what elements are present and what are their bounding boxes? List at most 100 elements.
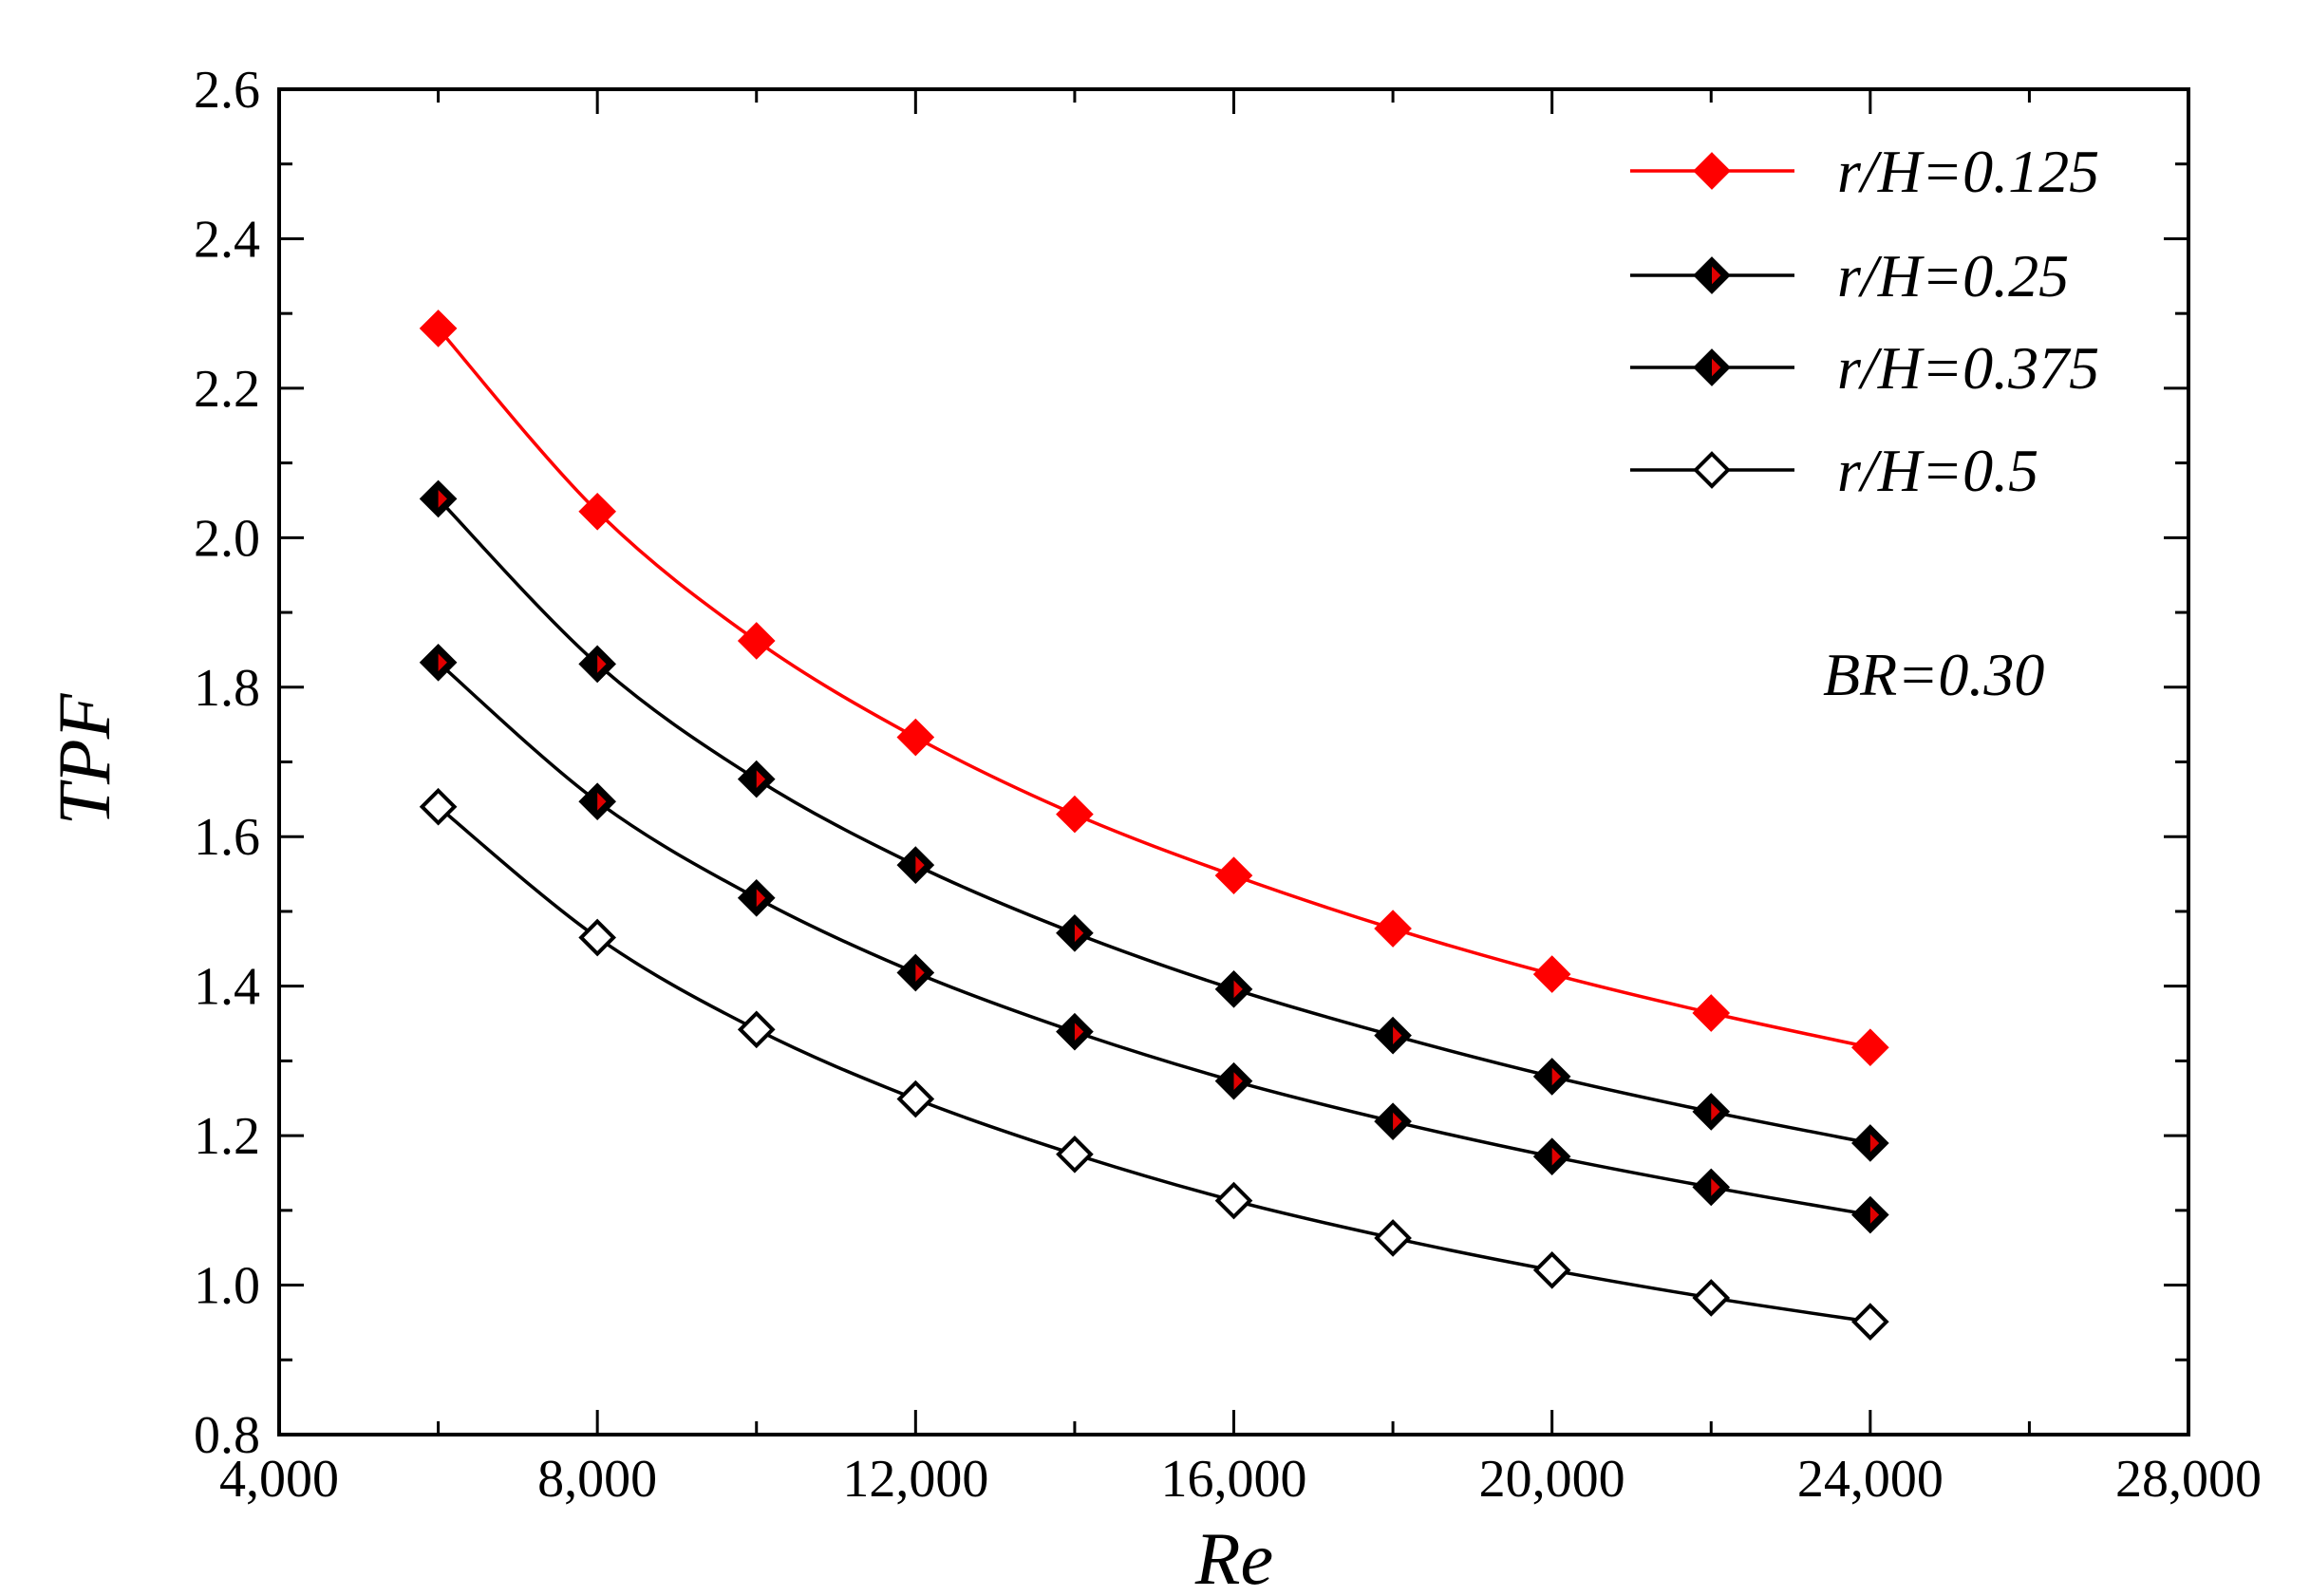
marker-shape [578, 492, 616, 531]
marker-red-half [438, 490, 447, 508]
x-tick-label: 20,000 [1479, 1450, 1625, 1509]
marker-red-half [1712, 266, 1721, 285]
data-point-series-2 [896, 846, 935, 884]
marker-red-half [1711, 1102, 1720, 1121]
series-lines [437, 327, 1871, 1324]
marker-red-half [1551, 1147, 1562, 1166]
marker-shape [737, 622, 776, 660]
marker-shape [1056, 1135, 1094, 1174]
marker-shape [419, 310, 458, 347]
x-tick-label: 24,000 [1797, 1450, 1944, 1509]
data-point-series-1 [1214, 856, 1253, 894]
marker-red-half [915, 964, 925, 982]
data-point-series-4 [737, 1010, 776, 1049]
data-point-series-1 [1692, 994, 1731, 1032]
y-axis-title: TPF [43, 692, 125, 825]
data-point-series-4 [1532, 1250, 1571, 1289]
data-point-series-4 [578, 918, 616, 957]
marker-shape [1851, 1028, 1889, 1067]
x-axis-title: Re [1194, 1517, 1273, 1596]
data-point-series-1 [419, 310, 458, 347]
data-point-series-3 [1851, 1195, 1889, 1234]
x-tick-label: 16,000 [1161, 1450, 1307, 1509]
marker-red-half [915, 855, 925, 874]
y-tick-label: 0.8 [194, 1406, 260, 1465]
marker-red-half [1233, 1072, 1243, 1090]
br-annotation: BR=0.30 [1823, 641, 2044, 708]
marker-red-half [1869, 1134, 1880, 1153]
marker-shape [1692, 994, 1731, 1032]
legend-marker-3 [1693, 348, 1731, 386]
y-tick-label: 2.4 [194, 210, 260, 269]
marker-shape [1693, 451, 1731, 489]
marker-shape [1374, 1219, 1412, 1257]
x-tick-label: 28,000 [2115, 1450, 2262, 1509]
marker-shape [1851, 1303, 1889, 1341]
data-point-series-2 [1851, 1124, 1889, 1162]
legend-label-2: r/H=0.25 [1837, 242, 2069, 310]
marker-shape [1532, 955, 1571, 993]
marker-red-half [1712, 358, 1721, 377]
series-line-2 [437, 498, 1871, 1145]
data-point-series-4 [1851, 1303, 1889, 1341]
data-point-series-1 [578, 492, 616, 531]
data-point-series-3 [1374, 1102, 1412, 1140]
marker-red-half [756, 770, 766, 788]
legend-label-3: r/H=0.375 [1837, 334, 2099, 402]
marker-shape [1214, 1181, 1253, 1220]
marker-shape [419, 787, 458, 826]
data-point-series-1 [896, 718, 935, 757]
data-point-series-2 [1532, 1058, 1571, 1096]
legend-label-1: r/H=0.125 [1837, 138, 2099, 205]
data-point-series-1 [737, 622, 776, 660]
x-tick-label: 4,000 [219, 1450, 339, 1509]
data-point-series-1 [1851, 1028, 1889, 1067]
legend: r/H=0.125 r/H=0.25 r/H=0.375 r/H=0.5 [1630, 138, 2099, 504]
y-tick-label: 2.6 [194, 61, 260, 120]
data-point-series-1 [1374, 910, 1412, 948]
data-point-series-4 [1056, 1135, 1094, 1174]
marker-shape [1693, 152, 1731, 190]
data-point-series-2 [1692, 1093, 1731, 1131]
series-line-4 [437, 805, 1871, 1324]
data-point-series-2 [1056, 913, 1094, 952]
data-point-series-3 [737, 878, 776, 917]
marker-shape [1532, 1250, 1571, 1289]
legend-marker-1 [1693, 152, 1731, 190]
marker-red-half [597, 792, 607, 811]
data-point-series-4 [1374, 1219, 1412, 1257]
marker-shape [737, 1010, 776, 1049]
data-point-series-2 [1214, 969, 1253, 1008]
x-tick-label: 8,000 [537, 1450, 657, 1509]
data-point-series-3 [896, 953, 935, 992]
y-tick-label: 2.0 [194, 509, 260, 568]
series-line-1 [437, 327, 1871, 1049]
y-tick-label: 1.2 [194, 1107, 260, 1166]
data-point-series-4 [896, 1080, 935, 1118]
marker-red-half [438, 653, 447, 672]
marker-red-half [1869, 1206, 1880, 1224]
data-point-series-2 [737, 760, 776, 798]
data-point-series-4 [1692, 1279, 1731, 1317]
marker-shape [1374, 910, 1412, 948]
data-point-series-2 [1374, 1016, 1412, 1055]
y-tick-label: 1.8 [194, 659, 260, 718]
data-point-series-4 [419, 787, 458, 826]
marker-red-half [756, 889, 766, 908]
marker-shape [1214, 856, 1253, 894]
marker-red-half [1551, 1067, 1562, 1086]
tick-labels: 4,000 8,000 12,000 16,000 20,000 24,000 28,000… [194, 61, 2262, 1509]
data-point-series-1 [1532, 955, 1571, 993]
marker-red-half [1074, 1023, 1084, 1042]
y-tick-label: 1.0 [194, 1257, 260, 1316]
marker-shape [1056, 795, 1094, 834]
marker-red-half [1233, 980, 1243, 999]
y-tick-label: 1.4 [194, 958, 260, 1017]
data-point-series-1 [1056, 795, 1094, 834]
data-point-series-2 [578, 645, 616, 684]
marker-red-half [1393, 1112, 1402, 1131]
marker-shape [1692, 1279, 1731, 1317]
data-point-series-3 [1056, 1012, 1094, 1051]
marker-shape [896, 718, 935, 757]
